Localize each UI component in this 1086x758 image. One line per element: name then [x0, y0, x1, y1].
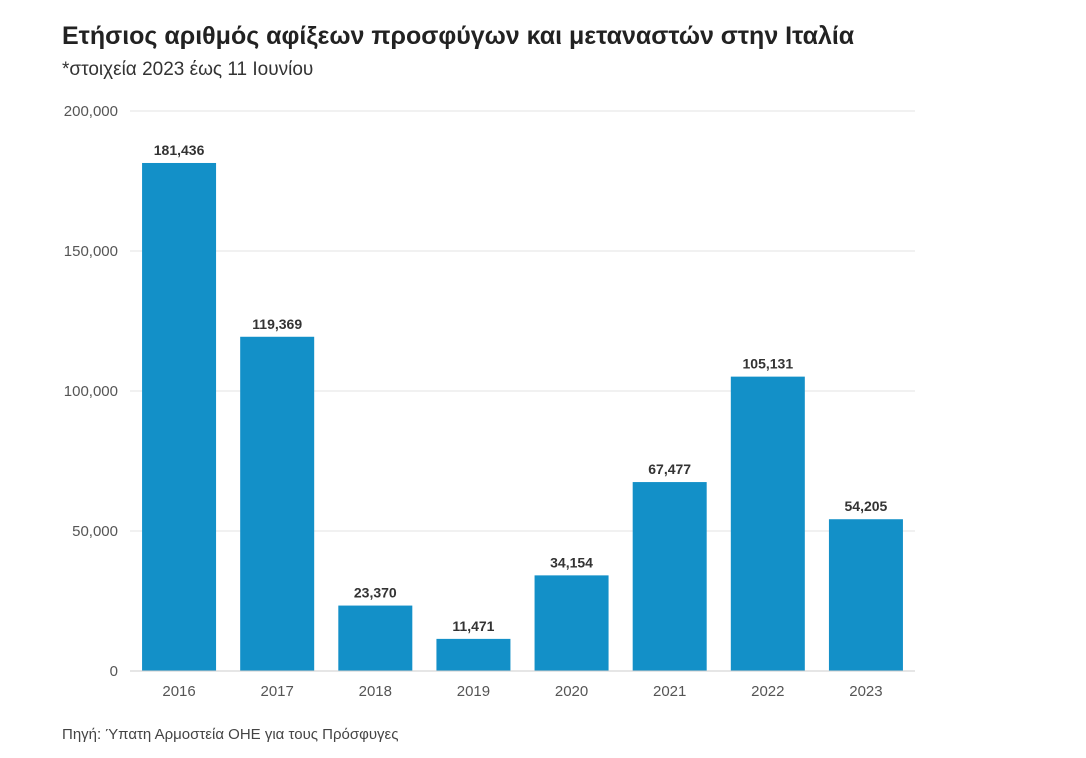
bar-2019: [436, 638, 511, 671]
value-label: 181,436: [154, 142, 205, 158]
value-label: 11,471: [452, 618, 494, 634]
value-labels: 181,436 119,369 23,370 11,471 34,154 67,477 10…: [154, 142, 888, 634]
y-tick-label: 200,000: [64, 103, 118, 120]
x-tick-label: 2019: [457, 683, 490, 700]
value-label: 23,370: [354, 585, 397, 601]
value-label: 67,477: [648, 461, 691, 477]
y-tick-label: 0: [110, 663, 118, 680]
y-tick-label: 100,000: [64, 383, 118, 400]
chart-title: Ετήσιος αριθμός αφίξεων προσφύγων και με…: [62, 22, 855, 50]
value-label: 54,205: [845, 498, 888, 514]
bar-2021: [632, 482, 707, 671]
x-tick-label: 2020: [555, 683, 588, 700]
x-tick-label: 2016: [162, 683, 195, 700]
value-label: 119,369: [252, 316, 302, 332]
value-label: 34,154: [550, 554, 593, 570]
bar-2023: [828, 519, 903, 671]
bar-2018: [338, 605, 413, 671]
bars: [142, 162, 903, 672]
y-tick-label: 50,000: [72, 523, 118, 540]
chart-subtitle: *στοιχεία 2023 έως 11 Ιουνίου: [62, 59, 314, 80]
x-tick-label: 2023: [849, 683, 882, 700]
x-tick-label: 2021: [653, 683, 686, 700]
source-note: Πηγή: Ύπατη Αρμοστεία ΟΗΕ για τους Πρόσφ…: [62, 726, 399, 743]
bar-2016: [142, 162, 217, 672]
value-label: 105,131: [743, 356, 794, 372]
x-tick-label: 2018: [359, 683, 392, 700]
x-tick-label: 2017: [261, 683, 294, 700]
bar-2020: [534, 575, 609, 671]
x-tick-label: 2022: [751, 683, 784, 700]
bar-2022: [730, 376, 805, 671]
y-axis-ticks: 0 50,000 100,000 150,000 200,000: [64, 103, 118, 680]
x-axis-ticks: 2016 2017 2018 2019 2020 2021 2022 2023: [162, 683, 882, 700]
y-tick-label: 150,000: [64, 243, 118, 260]
bar-2017: [240, 336, 315, 671]
